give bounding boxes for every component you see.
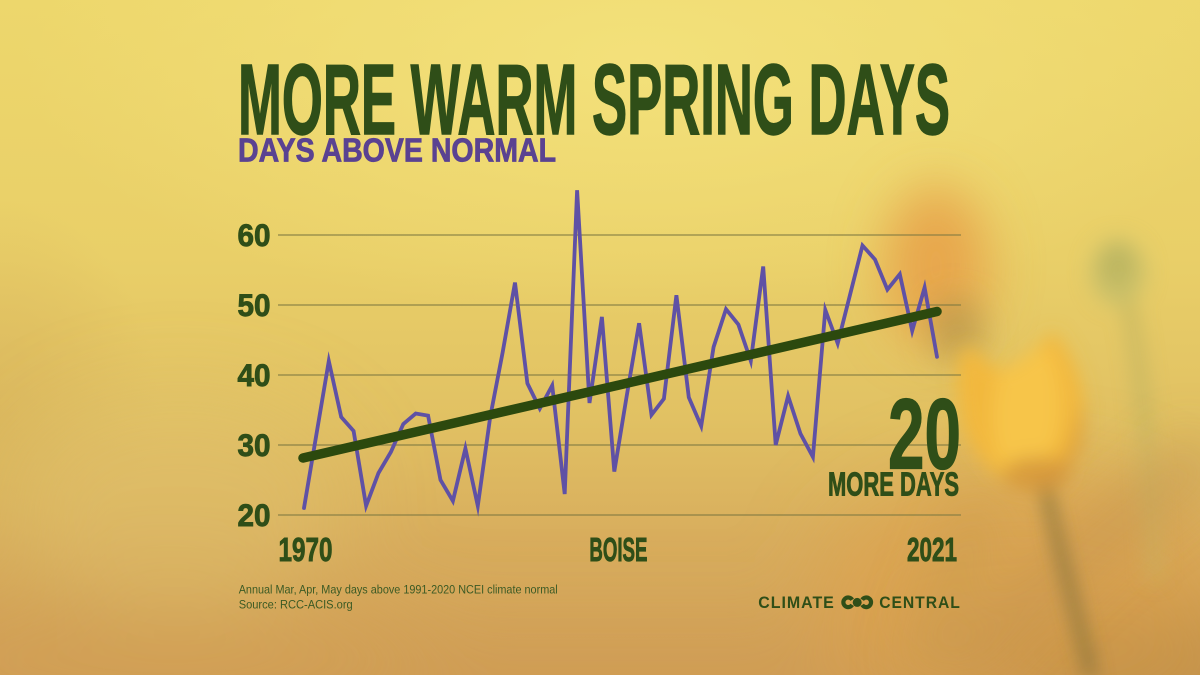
svg-text:MORE DAYS: MORE DAYS (828, 465, 959, 502)
svg-text:CLIMATE: CLIMATE (758, 593, 835, 612)
svg-text:50: 50 (238, 287, 271, 323)
svg-text:Source: RCC-ACIS.org: Source: RCC-ACIS.org (239, 597, 353, 611)
svg-text:30: 30 (238, 427, 271, 463)
svg-text:BOISE: BOISE (589, 531, 647, 568)
svg-text:1970: 1970 (279, 531, 333, 568)
svg-text:Annual Mar, Apr, May days abov: Annual Mar, Apr, May days above 1991-202… (239, 582, 558, 596)
svg-text:DAYS ABOVE NORMAL: DAYS ABOVE NORMAL (238, 132, 556, 169)
svg-text:MORE WARM SPRING DAYS: MORE WARM SPRING DAYS (238, 44, 950, 156)
svg-text:40: 40 (238, 357, 271, 393)
svg-text:2021: 2021 (907, 531, 957, 568)
svg-text:CENTRAL: CENTRAL (879, 593, 961, 612)
svg-text:20: 20 (238, 497, 271, 533)
svg-text:60: 60 (238, 217, 271, 253)
svg-text:20: 20 (888, 379, 961, 491)
